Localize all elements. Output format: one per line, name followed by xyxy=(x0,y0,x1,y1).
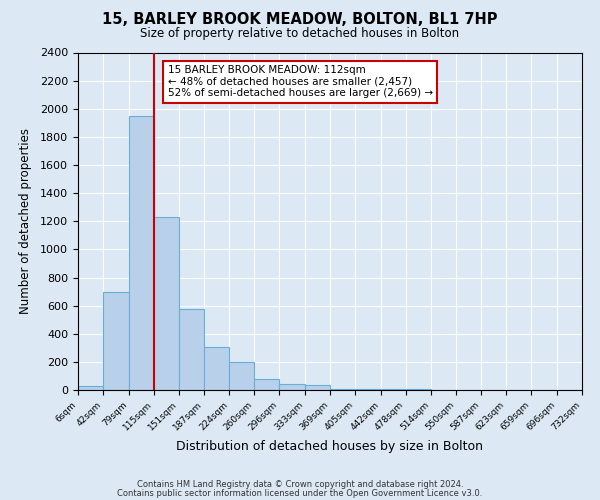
X-axis label: Distribution of detached houses by size in Bolton: Distribution of detached houses by size … xyxy=(176,440,484,453)
Text: 15, BARLEY BROOK MEADOW, BOLTON, BL1 7HP: 15, BARLEY BROOK MEADOW, BOLTON, BL1 7HP xyxy=(102,12,498,28)
Bar xyxy=(229,362,254,390)
Text: Contains public sector information licensed under the Open Government Licence v3: Contains public sector information licen… xyxy=(118,489,482,498)
Bar xyxy=(154,217,179,390)
Bar xyxy=(305,385,330,390)
Text: Contains HM Land Registry data © Crown copyright and database right 2024.: Contains HM Land Registry data © Crown c… xyxy=(137,480,463,489)
Bar xyxy=(280,384,305,390)
Bar xyxy=(103,292,128,390)
Bar xyxy=(179,309,203,390)
Bar xyxy=(128,116,154,390)
Bar xyxy=(78,386,103,390)
Bar xyxy=(203,347,229,390)
Text: Size of property relative to detached houses in Bolton: Size of property relative to detached ho… xyxy=(140,28,460,40)
Y-axis label: Number of detached properties: Number of detached properties xyxy=(19,128,32,314)
Bar xyxy=(254,379,280,390)
Text: 15 BARLEY BROOK MEADOW: 112sqm
← 48% of detached houses are smaller (2,457)
52% : 15 BARLEY BROOK MEADOW: 112sqm ← 48% of … xyxy=(167,65,433,98)
